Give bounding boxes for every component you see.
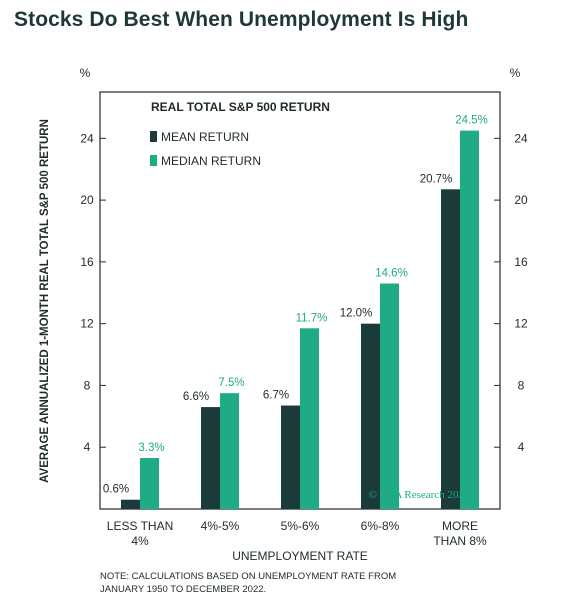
median-value-label: 11.7%: [296, 312, 328, 324]
mean-value-label: 0.6%: [103, 484, 129, 496]
legend-label: MEAN RETURN: [161, 130, 249, 144]
legend-title: REAL TOTAL S&P 500 RETURN: [151, 100, 330, 114]
legend-swatch: [150, 155, 157, 166]
y-axis-title: AVERAGE ANNUALIZED 1-MONTH REAL TOTAL S&…: [39, 119, 51, 483]
left-y-axis: 4 8 12 16 20 24% AVERAGE ANNUALIZED 1-MONTH RE…: [39, 66, 106, 483]
median-value-label: 24.5%: [455, 115, 488, 127]
x-tick-label: THAN 8%: [433, 534, 487, 548]
mean-value-label: 12.0%: [340, 308, 373, 320]
x-tick-label: 4%: [131, 534, 149, 548]
left-tick-label: 4: [84, 440, 91, 454]
left-unit-label: %: [80, 66, 91, 80]
footnote-line-1: NOTE: CALCULATIONS BASED ON UNEMPLOYMENT…: [100, 571, 397, 582]
bar-median-return: [380, 283, 399, 509]
bar-median-return: [140, 458, 159, 509]
left-tick-label: 20: [80, 193, 94, 207]
median-value-label: 7.5%: [218, 377, 244, 389]
right-unit-label: %: [510, 66, 521, 80]
left-tick-label: 12: [80, 317, 94, 331]
bar-mean-return: [121, 499, 140, 509]
right-tick-label: 8: [518, 378, 525, 392]
left-tick-label: 16: [80, 255, 94, 269]
bars: [121, 130, 479, 510]
bar-mean-return: [361, 323, 380, 509]
mean-value-label: 6.6%: [183, 391, 209, 403]
bar-mean-return: [201, 407, 220, 509]
x-tick-label: LESS THAN: [107, 519, 173, 533]
right-tick-label: 16: [514, 255, 528, 269]
right-tick-label: 20: [514, 193, 528, 207]
mean-value-label: 6.7%: [263, 390, 289, 402]
right-tick-label: 4: [518, 440, 525, 454]
mean-value-label: 20.7%: [420, 173, 453, 185]
bar-median-return: [300, 328, 319, 509]
x-tick-label: 5%-6%: [281, 519, 320, 533]
legend-swatch: [150, 131, 157, 142]
copyright-annotation: © BCA Research 2023: [369, 489, 470, 501]
right-tick-label: 12: [514, 317, 528, 331]
page-title: Stocks Do Best When Unemployment Is High: [14, 8, 469, 31]
median-value-label: 14.6%: [375, 268, 408, 280]
left-tick-label: 24: [80, 131, 94, 145]
x-axis-title: UNEMPLOYMENT RATE: [232, 549, 368, 563]
right-y-axis: 4 8 12 16 20 24%: [494, 66, 528, 454]
data-labels: 0.6% 3.3% 6.6% 7.5% 6.7% 11.7% 12.0% 14.6% 20.7%…: [103, 115, 488, 496]
x-tick-label: 4%-5%: [201, 519, 240, 533]
bar-median-return: [220, 393, 239, 509]
left-tick-label: 8: [84, 378, 91, 392]
bar-mean-return: [441, 189, 460, 510]
x-tick-label: MORE: [442, 519, 478, 533]
legend-label: MEDIAN RETURN: [161, 154, 261, 168]
footnote-line-2: JANUARY 1950 TO DECEMBER 2022.: [100, 583, 267, 595]
footnote: NOTE: CALCULATIONS BASED ON UNEMPLOYMENT…: [100, 571, 520, 596]
bar-mean-return: [281, 405, 300, 509]
chart-text: © BCA Research 2023: [369, 489, 470, 501]
bar-median-return: [460, 130, 479, 509]
right-tick-label: 24: [514, 131, 528, 145]
x-tick-label: 6%-8%: [361, 519, 400, 533]
median-value-label: 3.3%: [138, 442, 164, 454]
legend: REAL TOTAL S&P 500 RETURN MEAN RETURN MEDI…: [150, 100, 330, 168]
